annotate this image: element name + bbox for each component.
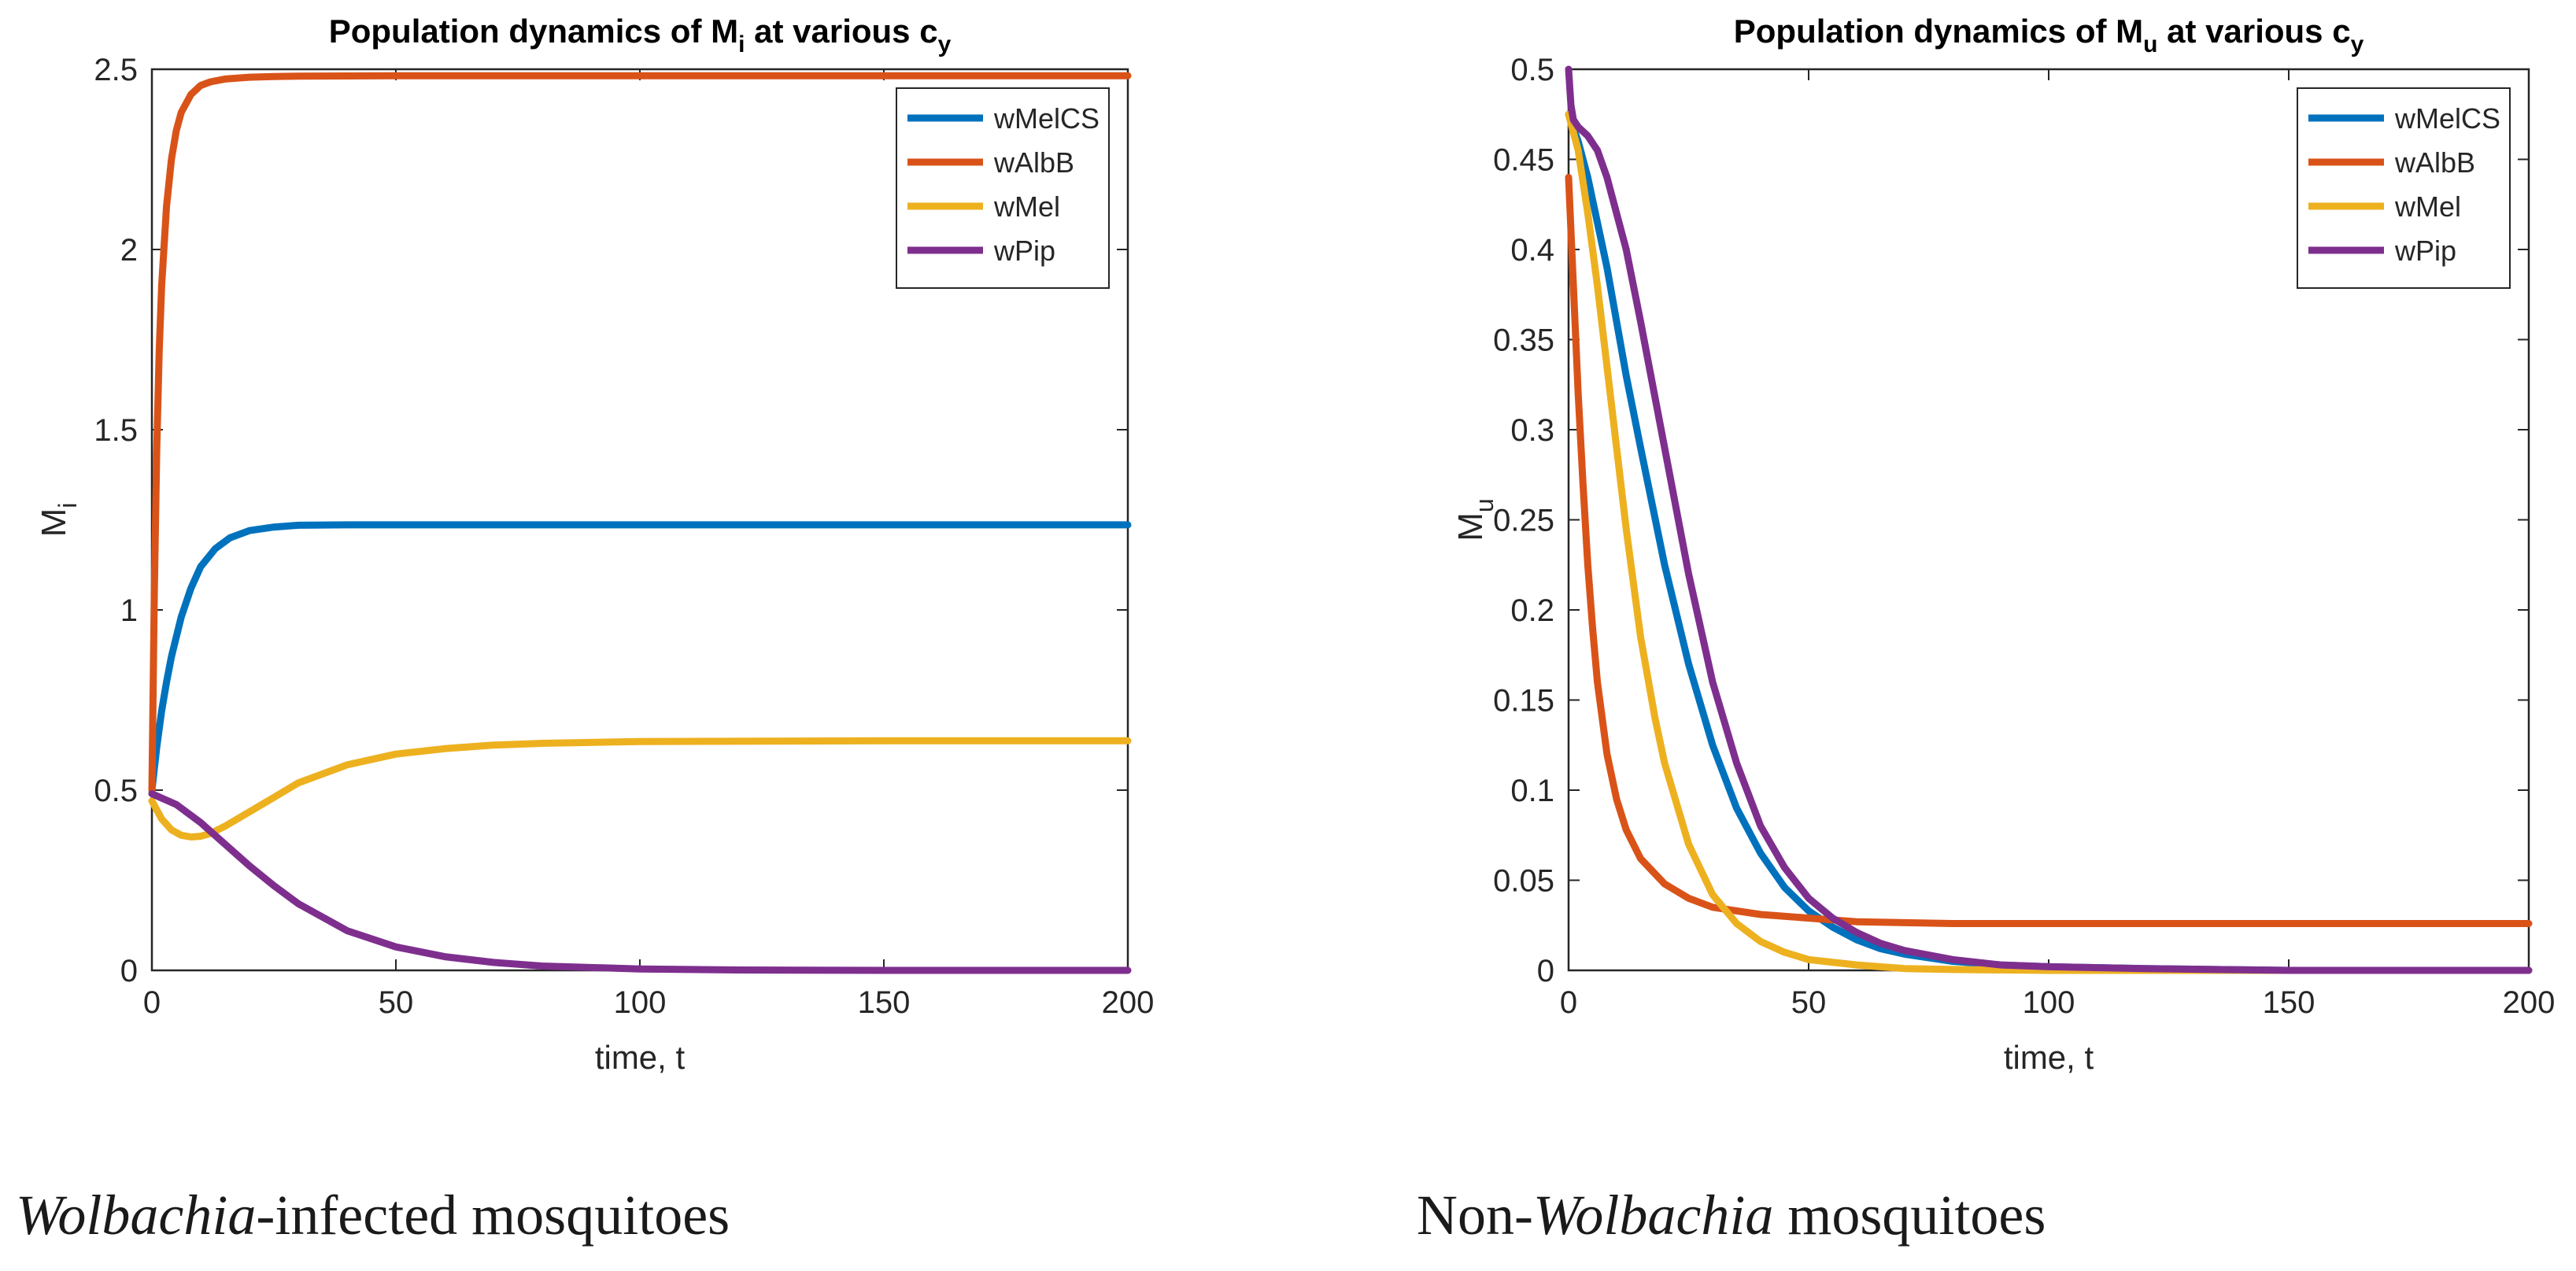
chart-title-sub: u — [2143, 31, 2157, 57]
y-tick-label: 0.45 — [1493, 143, 1554, 178]
chart-title-tail: at various c — [2157, 13, 2350, 50]
caption-right: Non-Wolbachia mosquitoes — [1417, 1187, 2046, 1243]
y-tick-label: 2 — [120, 233, 138, 268]
legend-label-wMel: wMel — [993, 190, 1060, 223]
chart-left: 0 50 100 150 200 0 0.5 1 1.5 2 2.5 Population dynam… — [35, 13, 1154, 1076]
y-tick-label: 0.4 — [1510, 233, 1554, 268]
y-tick-label: 0.25 — [1493, 504, 1554, 538]
legend-label-wPip: wPip — [2394, 235, 2456, 267]
chart-title-tail: at various c — [745, 13, 937, 50]
series-line-wPip — [1565, 65, 2533, 974]
x-tick-label: 50 — [1791, 985, 1827, 1020]
legend: wMelCS wAlbB wMel wPip — [896, 87, 1110, 289]
caption-left-italic: Wolbachia — [16, 1184, 257, 1247]
y-axis-label-sub: u — [1470, 498, 1499, 512]
legend: wMelCS wAlbB wMel wPip — [2297, 87, 2511, 289]
x-tick-label: 50 — [379, 985, 414, 1020]
series-line-wMelCS — [148, 521, 1132, 794]
y-tick-label: 0.05 — [1493, 864, 1554, 899]
x-axis-label: time, t — [2004, 1039, 2094, 1076]
y-tick-label: 0 — [120, 954, 138, 988]
chart-title-main: Population dynamics of M — [329, 13, 738, 50]
chart-title-main: Population dynamics of M — [1734, 13, 2143, 50]
legend-label-wAlbB: wAlbB — [2394, 146, 2475, 179]
y-axis-label-main: M — [35, 508, 73, 538]
caption-right-italic: Wolbachia — [1532, 1184, 1774, 1247]
y-tick-label: 1.5 — [94, 413, 138, 448]
y-tick-label: 0.3 — [1510, 413, 1554, 448]
series-line-wMel — [148, 737, 1132, 841]
x-tick-label: 200 — [2503, 985, 2556, 1020]
series-line-wMel — [1565, 110, 2533, 974]
chart-title: Population dynamics of Mi at various cy — [329, 13, 952, 57]
y-tick-label: 2.5 — [94, 53, 138, 87]
x-tick-label: 150 — [2263, 985, 2315, 1020]
y-axis-label-sub: i — [54, 503, 82, 508]
caption-right-prefix: Non- — [1417, 1184, 1533, 1247]
chart-title: Population dynamics of Mu at various cy — [1734, 13, 2364, 57]
legend-label-wAlbB: wAlbB — [993, 146, 1074, 179]
legend-label-wMelCS: wMelCS — [993, 102, 1100, 135]
y-tick-label: 0.1 — [1510, 774, 1554, 808]
x-tick-label: 150 — [858, 985, 911, 1020]
chart-title-sub2: y — [2351, 31, 2364, 57]
series-line-wAlbB — [148, 72, 1132, 794]
y-tick-label: 0.35 — [1493, 323, 1554, 358]
x-tick-label: 0 — [143, 985, 161, 1020]
y-tick-label: 0.2 — [1510, 593, 1554, 628]
y-axis-label: Mu — [1451, 498, 1499, 541]
x-axis-label: time, t — [595, 1039, 686, 1076]
series-line-wPip — [148, 790, 1132, 974]
chart-right: 0 50 100 150 200 0 0.05 0.1 0.15 0.2 0.25 0.3 0.35 0.… — [1451, 13, 2555, 1076]
legend-label-wMelCS: wMelCS — [2394, 102, 2500, 135]
y-axis-label-main: M — [1451, 512, 1490, 541]
y-tick-label: 0 — [1537, 954, 1554, 988]
x-tick-label: 0 — [1560, 985, 1577, 1020]
chart-title-sub2: y — [938, 31, 952, 57]
y-tick-label: 0.5 — [1510, 53, 1554, 87]
y-tick-label: 0.15 — [1493, 684, 1554, 719]
caption-left: Wolbachia-infected mosquitoes — [16, 1187, 730, 1243]
y-tick-label: 1 — [120, 593, 138, 628]
x-tick-label: 200 — [1102, 985, 1155, 1020]
y-axis-label: Mi — [35, 503, 82, 538]
legend-label-wMel: wMel — [2394, 190, 2461, 223]
caption-left-rest: -infected mosquitoes — [256, 1184, 730, 1247]
series-line-wAlbB — [1565, 173, 2533, 927]
y-tick-label: 0.5 — [94, 774, 138, 808]
chart-title-sub: i — [738, 31, 745, 57]
x-tick-label: 100 — [614, 985, 667, 1020]
legend-label-wPip: wPip — [993, 235, 1055, 267]
x-tick-label: 100 — [2023, 985, 2075, 1020]
caption-right-rest: mosquitoes — [1773, 1184, 2046, 1247]
